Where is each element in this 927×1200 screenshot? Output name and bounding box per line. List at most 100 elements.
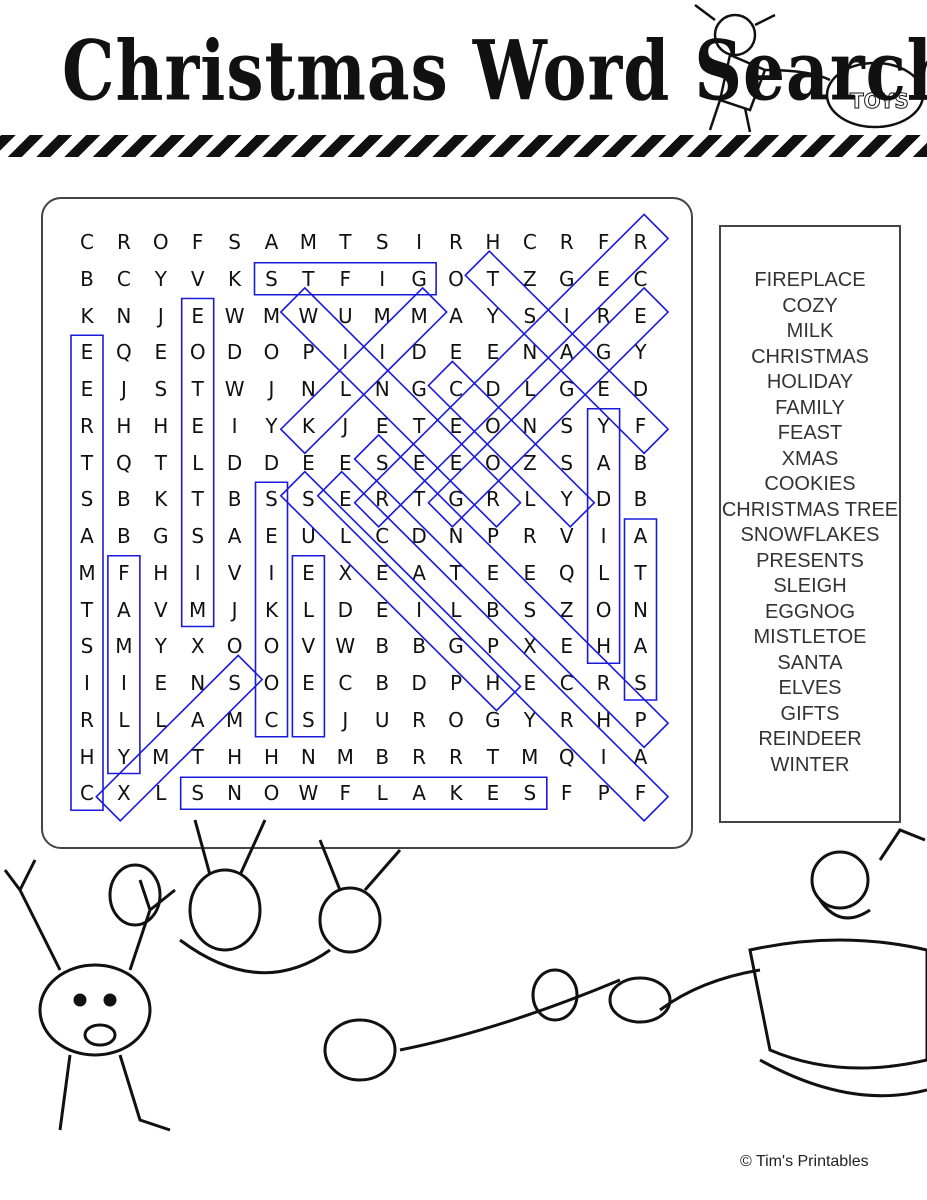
- grid-letter[interactable]: F: [597, 230, 610, 254]
- grid-letter[interactable]: N: [448, 524, 464, 548]
- grid-letter[interactable]: E: [560, 634, 573, 659]
- grid-letter[interactable]: R: [80, 707, 94, 732]
- grid-letter[interactable]: D: [595, 487, 612, 512]
- grid-letter[interactable]: S: [523, 597, 537, 622]
- grid-letter[interactable]: X: [338, 560, 353, 585]
- grid-letter[interactable]: M: [189, 597, 207, 622]
- grid-letter[interactable]: L: [524, 377, 536, 401]
- grid-letter[interactable]: C: [449, 377, 463, 401]
- grid-letter[interactable]: S: [375, 450, 389, 475]
- grid-letter[interactable]: G: [448, 487, 464, 512]
- grid-letter[interactable]: S: [560, 413, 574, 438]
- grid-letter[interactable]: A: [227, 524, 242, 548]
- grid-letter[interactable]: I: [563, 303, 570, 328]
- grid-letter[interactable]: H: [153, 413, 169, 438]
- grid-letter[interactable]: H: [485, 230, 501, 254]
- grid-letter[interactable]: W: [335, 634, 356, 659]
- grid-letter[interactable]: A: [264, 230, 279, 254]
- grid-letter[interactable]: Y: [523, 707, 536, 732]
- grid-letter[interactable]: E: [486, 560, 500, 585]
- grid-letter[interactable]: X: [190, 634, 205, 659]
- grid-letter[interactable]: Y: [265, 413, 278, 438]
- grid-letter[interactable]: E: [412, 450, 426, 475]
- grid-letter[interactable]: D: [411, 524, 427, 548]
- grid-letter[interactable]: E: [523, 671, 537, 695]
- grid-letter[interactable]: T: [486, 266, 499, 291]
- grid-letter[interactable]: U: [337, 303, 353, 328]
- grid-letter[interactable]: Y: [486, 303, 499, 328]
- grid-letter[interactable]: T: [80, 450, 94, 475]
- grid-letter[interactable]: I: [342, 340, 349, 365]
- grid-letter[interactable]: R: [412, 707, 427, 732]
- grid-letter[interactable]: P: [486, 524, 499, 548]
- grid-letter[interactable]: W: [224, 303, 245, 328]
- grid-letter[interactable]: B: [80, 266, 94, 291]
- grid-letter[interactable]: L: [339, 524, 351, 548]
- grid-letter[interactable]: D: [337, 597, 353, 622]
- grid-letter[interactable]: S: [191, 524, 205, 548]
- grid-letter[interactable]: M: [299, 230, 318, 254]
- grid-letter[interactable]: J: [342, 413, 349, 438]
- grid-letter[interactable]: C: [375, 524, 390, 548]
- grid-letter[interactable]: S: [228, 671, 241, 695]
- grid-letter[interactable]: E: [449, 340, 463, 365]
- grid-letter[interactable]: X: [522, 634, 537, 659]
- grid-letter[interactable]: C: [80, 230, 94, 254]
- grid-letter[interactable]: T: [80, 597, 94, 622]
- grid-letter[interactable]: D: [411, 340, 427, 365]
- grid-letter[interactable]: L: [339, 377, 351, 401]
- grid-letter[interactable]: R: [116, 230, 131, 254]
- grid-letter[interactable]: V: [153, 597, 168, 622]
- grid-letter[interactable]: H: [485, 671, 501, 695]
- grid-letter[interactable]: W: [298, 303, 319, 328]
- grid-letter[interactable]: H: [116, 413, 132, 438]
- grid-letter[interactable]: M: [410, 303, 428, 328]
- grid-letter[interactable]: I: [600, 744, 607, 769]
- grid-letter[interactable]: M: [521, 744, 539, 769]
- grid-letter[interactable]: C: [264, 707, 279, 732]
- grid-letter[interactable]: O: [448, 266, 464, 291]
- grid-letter[interactable]: G: [448, 634, 464, 659]
- grid-letter[interactable]: G: [485, 707, 501, 732]
- grid-letter[interactable]: S: [154, 377, 168, 401]
- grid-letter[interactable]: E: [191, 413, 204, 438]
- grid-letter[interactable]: N: [522, 413, 538, 438]
- grid-letter[interactable]: F: [191, 230, 204, 254]
- grid-letter[interactable]: C: [116, 266, 131, 291]
- grid-letter[interactable]: C: [633, 266, 648, 291]
- grid-letter[interactable]: E: [375, 560, 389, 585]
- grid-letter[interactable]: S: [228, 230, 241, 254]
- grid-letter[interactable]: P: [634, 707, 647, 732]
- grid-letter[interactable]: E: [486, 340, 500, 365]
- grid-letter[interactable]: S: [80, 634, 94, 659]
- grid-letter[interactable]: O: [485, 413, 501, 438]
- grid-letter[interactable]: I: [416, 230, 423, 254]
- grid-letter[interactable]: M: [225, 707, 244, 732]
- grid-letter[interactable]: O: [152, 230, 169, 254]
- grid-letter[interactable]: S: [634, 671, 647, 695]
- grid-letter[interactable]: U: [374, 707, 390, 732]
- grid-letter[interactable]: I: [120, 671, 127, 695]
- grid-letter[interactable]: V: [227, 560, 242, 585]
- grid-letter[interactable]: K: [154, 487, 168, 512]
- grid-letter[interactable]: C: [338, 671, 353, 695]
- grid-letter[interactable]: B: [227, 487, 242, 512]
- grid-letter[interactable]: J: [268, 377, 275, 401]
- grid-letter[interactable]: I: [379, 340, 386, 365]
- grid-letter[interactable]: L: [302, 597, 314, 622]
- grid-letter[interactable]: T: [412, 487, 426, 512]
- grid-letter[interactable]: E: [634, 303, 647, 328]
- grid-letter[interactable]: S: [375, 230, 389, 254]
- grid-letter[interactable]: Z: [522, 450, 537, 475]
- grid-letter[interactable]: H: [79, 744, 95, 769]
- grid-letter[interactable]: T: [191, 377, 204, 401]
- grid-letter[interactable]: R: [449, 230, 463, 254]
- grid-letter[interactable]: I: [416, 597, 423, 622]
- grid-letter[interactable]: A: [633, 524, 648, 548]
- grid-letter[interactable]: R: [522, 524, 537, 548]
- grid-letter[interactable]: R: [596, 671, 611, 695]
- grid-letter[interactable]: I: [268, 560, 275, 585]
- grid-letter[interactable]: N: [522, 340, 538, 365]
- grid-letter[interactable]: Y: [560, 487, 573, 512]
- grid-letter[interactable]: S: [560, 450, 574, 475]
